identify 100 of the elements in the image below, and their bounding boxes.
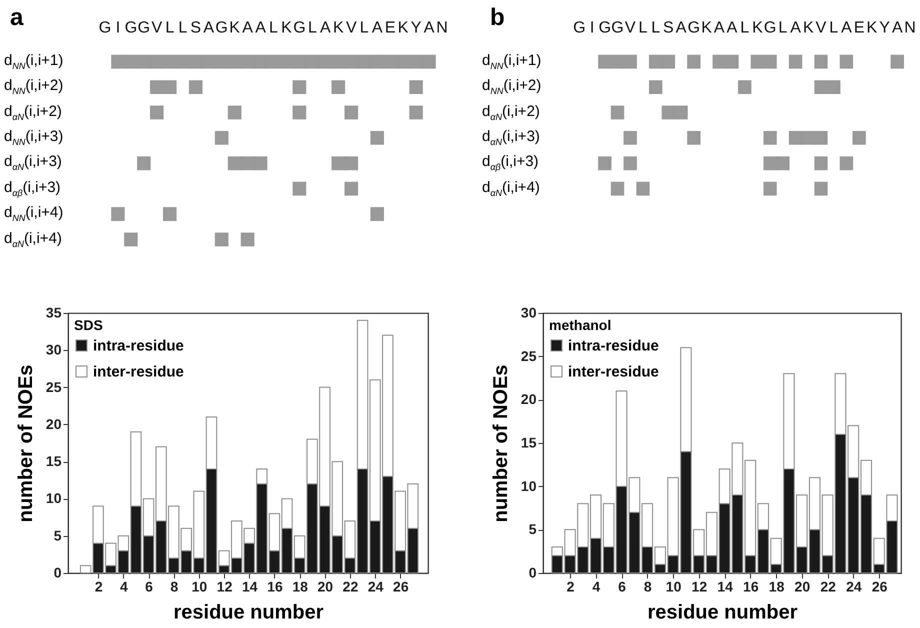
x-axis-title: residue number [647,602,798,624]
y-tick-label: 15 [46,453,62,470]
y-tick-label: d$_{NN}$(i,i+1) [482,52,542,73]
x-tick-label: K [281,20,292,36]
y-axis-title: number of NOEs [490,364,512,522]
x-tick-label: L [178,20,188,36]
x-tick-label: K [332,20,344,36]
x-tick-label: K [701,20,712,36]
x-tick-label: V [152,20,162,36]
y-tick-label: d$_{αN}$(i,i+3) [482,128,540,149]
x-tick-label: K [752,20,764,36]
x-tick-label: G [598,20,612,36]
x-tick-label: 8 [170,578,178,594]
x-tick-label: K [229,20,240,36]
x-tick-label: 20 [317,578,334,594]
y-tick-label: 25 [46,378,62,395]
x-tick-label: G [215,20,228,36]
y-tick-label: 10 [520,478,537,494]
legend-title: SDS [74,317,103,333]
x-tick-label: 14 [717,578,734,594]
x-tick-label: G [688,20,700,36]
y-tick-label: 0 [528,564,537,580]
x-tick-label: 8 [644,578,652,594]
x-tick-label: A [255,20,266,36]
x-tick-label: A [242,20,254,36]
x-tick-label: K [866,20,878,36]
y-tick-label: 20 [520,391,537,408]
x-tick-label: 16 [267,578,283,594]
x-tick-label: 12 [692,578,708,594]
y-tick-label: 0 [54,564,62,580]
legend-title: methanol [549,317,612,333]
x-tick-label: 4 [592,578,600,594]
x-tick-label: I [116,20,120,36]
x-tick-label: Y [410,20,422,36]
x-tick-label: K [802,20,814,36]
y-tick-label: 30 [520,304,537,320]
x-tick-label: A [424,20,435,36]
y-tick-label: d$_{αβ}$(i,i+3) [482,153,539,174]
y-tick-label: 35 [46,304,62,320]
legend-label: intra-residue [568,338,659,354]
x-tick-label: L [638,20,648,36]
chart-title: b [490,4,505,32]
x-tick-label: I [590,20,594,36]
x-tick-label: L [829,20,838,36]
legend-label: intra-residue [93,338,184,354]
x-tick-label: V [624,20,636,36]
x-tick-label: 20 [794,578,810,594]
legend-label: inter-residue [93,364,184,380]
x-tick-label: N [904,20,916,36]
y-tick-label: 30 [46,342,62,358]
y-tick-label: d$_{αN}$(i,i+2) [482,102,540,124]
x-tick-label: 24 [846,578,862,594]
x-tick-label: L [269,20,278,36]
x-tick-label: G [138,20,150,36]
x-tick-label: L [778,20,788,36]
x-tick-label: E [384,20,396,36]
x-tick-label: 22 [342,578,358,594]
x-tick-label: G [611,20,624,36]
x-tick-label: A [714,20,725,36]
x-tick-label: 14 [242,578,258,594]
x-tick-label: 18 [768,578,785,594]
x-tick-label: 6 [145,578,154,594]
y-tick-label: 20 [46,416,62,432]
x-tick-label: S [663,20,674,36]
y-tick-label: d$_{NN}$(i,i+4) [4,204,64,226]
x-tick-label: G [293,20,306,36]
x-tick-label: Y [879,20,890,36]
x-tick-label: V [816,20,827,36]
x-tick-label: A [841,20,852,36]
x-tick-label: 10 [192,578,208,594]
x-tick-label: K [398,20,409,36]
x-tick-label: 4 [120,578,128,594]
x-tick-label: 6 [618,578,626,594]
y-tick-label: d$_{αN}$(i,i+4) [482,178,540,200]
x-tick-label: 10 [666,578,682,594]
y-tick-label: d$_{αβ}$(i,i+3) [4,178,61,200]
y-tick-label: d$_{NN}$(i,i+2) [482,77,542,98]
x-tick-label: A [892,20,903,36]
x-tick-label: L [165,20,174,36]
y-tick-label: 10 [46,490,62,506]
y-tick-label: d$_{αN}$(i,i+4) [4,230,62,250]
x-tick-label: 16 [743,578,759,594]
x-tick-label: 26 [872,578,888,594]
y-tick-label: 5 [528,521,537,538]
y-tick-label: 25 [520,348,537,364]
y-tick-label: d$_{NN}$(i,i+1) [4,52,64,73]
x-axis-title: residue number [173,602,324,624]
x-tick-label: L [308,20,317,36]
x-tick-label: 22 [820,578,836,594]
x-tick-label: G [98,20,112,36]
x-tick-label: A [676,20,687,36]
x-tick-label: S [190,20,202,36]
x-tick-label: L [740,20,750,36]
y-tick-label: d$_{NN}$(i,i+3) [4,128,64,149]
y-tick-label: d$_{NN}$(i,i+2) [4,77,64,98]
x-tick-label: 24 [368,578,384,594]
y-axis-title: number of NOEs [14,364,37,522]
y-tick-label: d$_{αN}$(i,i+2) [4,102,62,124]
x-tick-label: A [790,20,802,36]
x-tick-label: G [124,20,138,36]
